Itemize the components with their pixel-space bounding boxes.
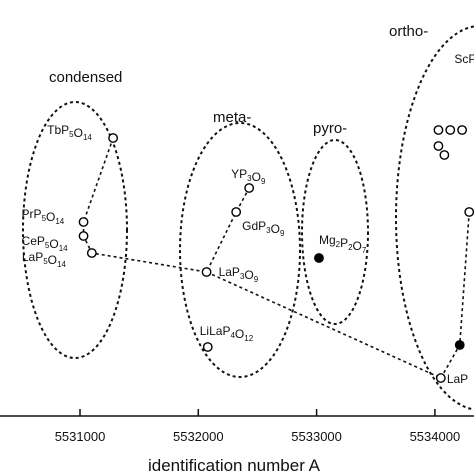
point-label-5: GdP3O9 [242,219,285,238]
point-13 [439,150,450,160]
point-label-1: PrP5O14 [22,207,65,226]
point-4 [244,183,255,193]
trend-line-1 [206,271,442,379]
point-label-3: LaP5O14 [22,250,67,269]
point-3 [86,248,97,258]
x-tick-label-0: 5531000 [55,429,106,444]
trend-lines [82,137,471,379]
group-label-condensed: condensed [49,69,122,86]
point-10 [445,125,456,135]
point-9 [433,125,444,135]
point-label-6: LaP3O9 [219,265,259,284]
x-ticks: 5531000 5532000 5533000 5534000 [55,409,461,444]
x-tick-label-3: 5534000 [410,429,461,444]
point-16 [435,373,446,383]
point-label-17: ScP [454,52,474,66]
trend-line-2 [440,211,471,379]
point-8 [314,253,324,263]
point-11 [457,125,468,135]
group-label-pyro: pyro- [313,120,347,137]
x-tick-label-2: 5533000 [291,429,342,444]
point-label-7: LiLaP4O12 [200,324,254,343]
group-ellipse-pyro [301,139,369,325]
point-5 [231,207,242,217]
point-0 [108,133,119,143]
group-ellipse-ortho [395,25,474,411]
point-14 [464,207,474,217]
point-label-16: LaP [447,372,468,386]
point-12 [433,141,444,151]
point-1 [78,217,89,227]
point-label-4: YP3O9 [231,167,266,186]
point-7 [202,342,213,352]
x-axis-title: identification number A [148,456,321,474]
point-label-2: CeP5O14 [22,234,69,253]
data-points [78,125,474,383]
point-label-8: Mg2P2O7 [319,233,367,255]
group-ellipse-condensed [22,101,128,359]
point-2 [78,231,89,241]
point-label-0: TbP5O14 [47,123,92,142]
x-tick-label-1: 5532000 [173,429,224,444]
group-label-ortho: ortho- [389,23,428,40]
trend-line-0 [82,137,250,273]
point-6 [201,267,212,277]
group-label-meta: meta- [213,109,251,126]
point-15 [454,340,465,350]
group-ellipse-meta [179,122,301,378]
